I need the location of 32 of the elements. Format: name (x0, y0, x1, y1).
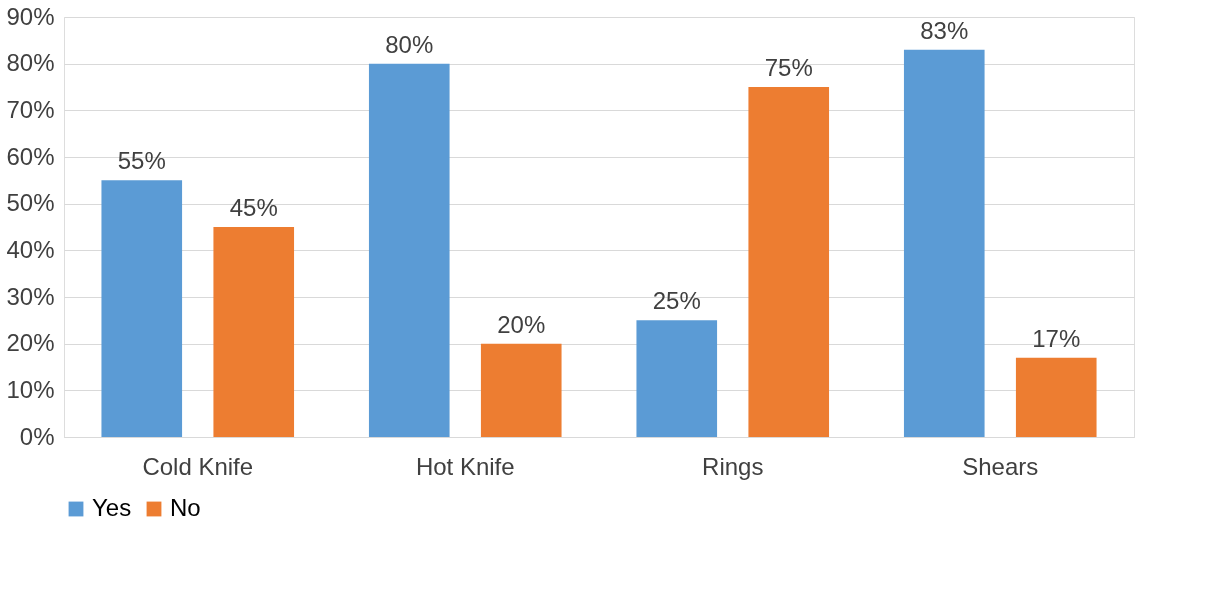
y-tick-label: 10% (6, 375, 55, 403)
bar (213, 227, 295, 437)
data-label: 80% (385, 30, 434, 58)
bar (480, 343, 562, 437)
bar (368, 63, 450, 437)
y-tick-label: 80% (6, 49, 55, 77)
x-tick-label: Cold Knife (142, 452, 254, 480)
data-label: 75% (764, 54, 813, 81)
y-tick-label: 60% (6, 142, 55, 170)
legend-label: Yes (92, 494, 132, 521)
y-tick-label: 70% (6, 95, 55, 123)
data-label: 17% (1032, 324, 1081, 352)
x-tick-label: Hot Knife (415, 452, 515, 480)
y-tick-label: 0% (19, 422, 55, 450)
bar (1015, 357, 1097, 437)
bar (101, 180, 183, 437)
x-tick-label: Shears (962, 452, 1039, 480)
y-tick-label: 30% (6, 282, 55, 310)
y-tick-label: 90% (6, 2, 55, 30)
data-label: 83% (920, 16, 969, 44)
x-tick-label: Rings (702, 452, 764, 480)
data-label: 20% (497, 310, 546, 338)
legend-label: No (170, 494, 201, 521)
bar (903, 49, 985, 437)
y-tick-label: 50% (6, 189, 55, 217)
bar (636, 320, 718, 437)
data-label: 45% (229, 194, 278, 221)
y-tick-label: 40% (6, 235, 55, 263)
y-tick-label: 20% (6, 329, 55, 357)
bar (748, 87, 830, 437)
data-label: 55% (117, 147, 166, 175)
data-label: 25% (652, 287, 701, 315)
